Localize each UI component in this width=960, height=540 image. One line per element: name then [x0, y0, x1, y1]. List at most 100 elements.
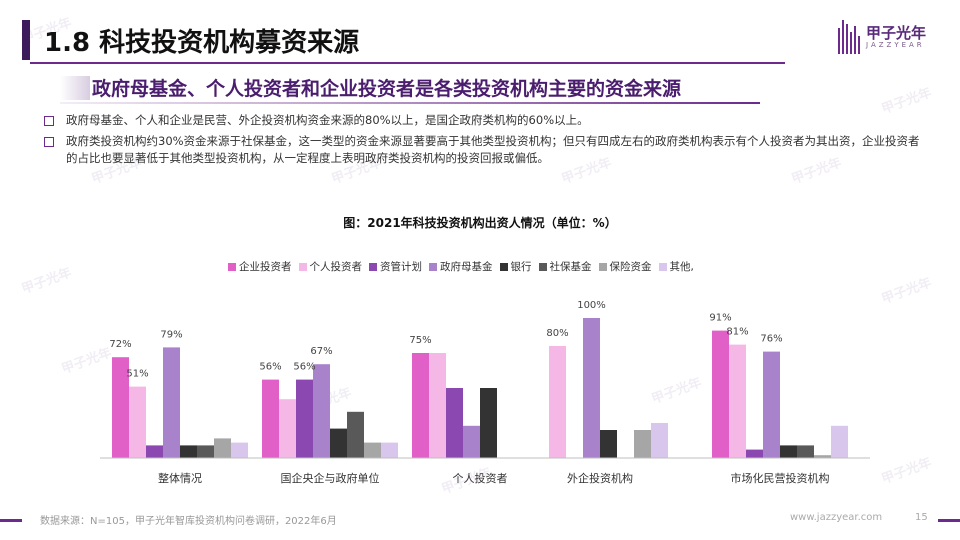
data-label: 72% — [109, 339, 131, 350]
bar-社保基金-市场化民营投资机构 — [797, 445, 814, 458]
legend-item: 银行 — [499, 259, 532, 274]
category-label: 整体情况 — [158, 471, 202, 485]
legend-item: 个人投资者 — [298, 259, 363, 274]
bar-保险资金-外企投资机构 — [634, 430, 651, 458]
data-label: 100% — [577, 300, 606, 311]
footer-accent-right — [938, 519, 960, 522]
bar-社保基金-整体情况 — [197, 445, 214, 458]
data-label: 79% — [160, 329, 182, 340]
bar-政府母基金-市场化民营投资机构 — [763, 351, 780, 458]
bullet-list: 政府母基金、个人和企业是民营、外企投资机构资金来源的80%以上，是国企政府类机构… — [44, 112, 924, 171]
legend-item: 社保基金 — [538, 259, 592, 274]
footer-accent-left — [0, 519, 22, 522]
data-label: 81% — [726, 327, 748, 338]
bar-其他,-国企央企与政府单位 — [381, 442, 398, 458]
data-source-note: 数据来源：N=105，甲子光年智库投资机构问卷调研，2022年6月 — [40, 516, 337, 527]
bar-企业投资者-个人投资者 — [412, 353, 429, 458]
bar-其他,-市场化民营投资机构 — [831, 425, 848, 458]
legend-item: 政府母基金 — [429, 259, 493, 274]
bar-资管计划-市场化民营投资机构 — [746, 449, 763, 458]
legend-swatch — [658, 263, 667, 271]
bar-银行-外企投资机构 — [600, 430, 617, 458]
title-accent-bar — [22, 20, 30, 60]
legend-item: 其他, — [658, 259, 694, 274]
bar-银行-个人投资者 — [480, 388, 497, 458]
subtitle-underline — [60, 102, 760, 104]
bar-保险资金-国企央企与政府单位 — [364, 442, 381, 458]
legend-swatch — [369, 263, 377, 271]
legend-item: 企业投资者 — [228, 259, 292, 274]
page-title: 1.8 科技投资机构募资来源 — [44, 28, 360, 58]
brand-logo: 甲子光年 JAZZYEAR — [838, 20, 948, 56]
title-divider — [30, 62, 785, 64]
bar-其他,-外企投资机构 — [651, 423, 668, 458]
chart-title: 图：2021年科技投资机构出资人情况（单位：%） — [343, 216, 617, 230]
bullet-item: 政府类投资机构约30%资金来源于社保基金，这一类型的资金来源显著要高于其他类型投… — [44, 133, 924, 167]
legend-label: 银行 — [510, 261, 532, 273]
data-label: 51% — [126, 369, 148, 380]
logo-mark-icon — [838, 20, 862, 54]
bar-保险资金-市场化民营投资机构 — [814, 455, 831, 458]
bullet-square-icon — [44, 137, 54, 147]
legend-item: 保险资金 — [598, 259, 652, 274]
bar-政府母基金-个人投资者 — [463, 425, 480, 458]
data-label: 56% — [293, 362, 315, 373]
bar-个人投资者-外企投资机构 — [549, 346, 566, 458]
bar-社保基金-国企央企与政府单位 — [347, 411, 364, 458]
bullet-text: 政府母基金、个人和企业是民营、外企投资机构资金来源的80%以上，是国企政府类机构… — [66, 113, 589, 127]
bar-资管计划-整体情况 — [146, 445, 163, 458]
legend-swatch — [499, 263, 508, 271]
data-label: 91% — [709, 313, 731, 324]
legend-label: 保险资金 — [609, 261, 652, 273]
bar-企业投资者-市场化民营投资机构 — [712, 330, 729, 458]
bar-银行-市场化民营投资机构 — [780, 445, 797, 458]
bar-个人投资者-个人投资者 — [429, 353, 446, 458]
bar-政府母基金-外企投资机构 — [583, 318, 600, 458]
bar-保险资金-整体情况 — [214, 438, 231, 458]
legend-label: 企业投资者 — [239, 261, 292, 273]
bar-其他,-整体情况 — [231, 442, 248, 458]
data-label: 75% — [409, 335, 431, 346]
bar-政府母基金-整体情况 — [163, 347, 180, 458]
bar-资管计划-国企央企与政府单位 — [296, 379, 313, 458]
chart-legend: 企业投资者 个人投资者 资管计划 政府母基金 银行 社保基金 保险资金 其他, — [228, 259, 701, 275]
page-number: 15 — [915, 512, 928, 523]
data-label: 80% — [546, 328, 568, 339]
logo-text: 甲子光年 — [866, 24, 927, 42]
legend-swatch — [598, 263, 607, 271]
legend-label: 个人投资者 — [309, 261, 363, 273]
legend-item: 资管计划 — [369, 259, 422, 274]
data-label: 76% — [760, 334, 782, 345]
legend-swatch — [298, 263, 307, 271]
subtitle-decoration — [60, 76, 90, 100]
bar-企业投资者-国企央企与政府单位 — [262, 379, 279, 458]
legend-label: 资管计划 — [380, 261, 422, 273]
category-label: 个人投资者 — [453, 471, 508, 485]
bar-个人投资者-市场化民营投资机构 — [729, 344, 746, 458]
website-url: www.jazzyear.com — [790, 512, 883, 523]
bar-银行-国企央企与政府单位 — [330, 428, 347, 458]
legend-swatch — [228, 263, 236, 271]
bar-企业投资者-整体情况 — [112, 357, 129, 458]
legend-label: 其他, — [669, 261, 694, 273]
category-label: 国企央企与政府单位 — [281, 471, 380, 485]
bar-银行-整体情况 — [180, 445, 197, 458]
logo-subtext: JAZZYEAR — [866, 41, 925, 49]
legend-label: 政府母基金 — [440, 261, 493, 273]
legend-label: 社保基金 — [549, 261, 592, 273]
bar-个人投资者-国企央企与政府单位 — [279, 399, 296, 458]
category-label: 外企投资机构 — [567, 471, 633, 485]
bar-个人投资者-整体情况 — [129, 386, 146, 458]
legend-swatch — [429, 263, 437, 271]
bar-政府母基金-国企央企与政府单位 — [313, 364, 330, 458]
legend-swatch — [538, 263, 547, 271]
data-label: 67% — [310, 346, 332, 357]
section-subtitle: 政府母基金、个人投资者和企业投资者是各类投资机构主要的资金来源 — [92, 78, 682, 100]
bar-资管计划-个人投资者 — [446, 388, 463, 458]
bullet-item: 政府母基金、个人和企业是民营、外企投资机构资金来源的80%以上，是国企政府类机构… — [44, 112, 924, 129]
bullet-text: 政府类投资机构约30%资金来源于社保基金，这一类型的资金来源显著要高于其他类型投… — [66, 134, 920, 165]
bullet-square-icon — [44, 116, 54, 126]
data-label: 56% — [259, 362, 281, 373]
category-label: 市场化民营投资机构 — [731, 471, 830, 485]
